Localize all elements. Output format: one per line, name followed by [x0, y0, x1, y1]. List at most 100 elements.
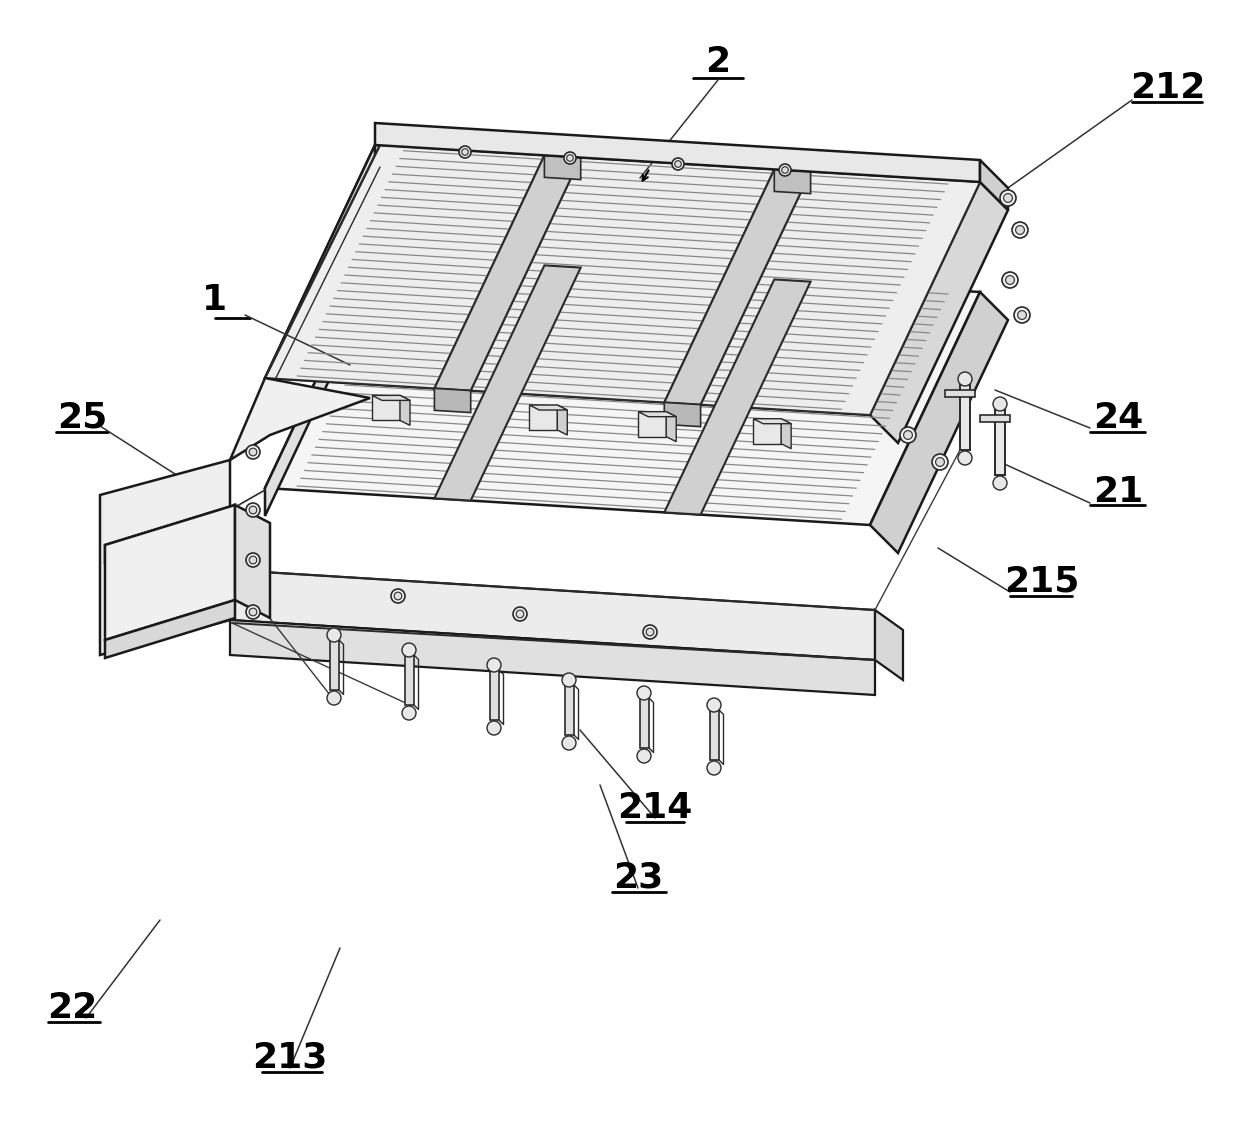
Circle shape	[644, 625, 657, 639]
Text: 1: 1	[202, 283, 228, 317]
Circle shape	[391, 589, 405, 604]
Polygon shape	[666, 411, 676, 441]
Circle shape	[672, 158, 684, 170]
Circle shape	[707, 698, 720, 712]
Polygon shape	[105, 505, 236, 563]
Polygon shape	[665, 402, 701, 426]
Polygon shape	[229, 620, 875, 695]
Text: 213: 213	[252, 1041, 327, 1076]
Polygon shape	[557, 405, 567, 435]
Polygon shape	[870, 182, 1008, 443]
Polygon shape	[994, 410, 1004, 475]
Polygon shape	[265, 255, 374, 515]
Circle shape	[675, 161, 681, 167]
Polygon shape	[875, 610, 903, 680]
Polygon shape	[529, 405, 557, 430]
Polygon shape	[639, 411, 666, 437]
Circle shape	[904, 431, 913, 439]
Text: 212: 212	[1131, 71, 1205, 105]
Polygon shape	[753, 418, 791, 424]
Polygon shape	[870, 291, 1008, 553]
Circle shape	[249, 608, 257, 616]
Polygon shape	[100, 459, 229, 655]
Polygon shape	[105, 505, 236, 640]
Circle shape	[1018, 311, 1027, 319]
Circle shape	[562, 736, 577, 750]
Polygon shape	[330, 640, 339, 690]
Circle shape	[516, 610, 523, 618]
Polygon shape	[980, 415, 1011, 422]
Polygon shape	[265, 255, 980, 525]
Polygon shape	[236, 505, 270, 618]
Circle shape	[487, 721, 501, 735]
Polygon shape	[401, 395, 410, 425]
Circle shape	[402, 706, 415, 720]
Polygon shape	[701, 171, 980, 415]
Polygon shape	[711, 710, 719, 760]
Polygon shape	[565, 685, 574, 735]
Circle shape	[567, 154, 573, 161]
Circle shape	[249, 557, 257, 563]
Circle shape	[564, 152, 577, 163]
Circle shape	[487, 658, 501, 672]
Polygon shape	[945, 390, 975, 397]
Text: 215: 215	[1004, 565, 1080, 599]
Polygon shape	[229, 570, 875, 660]
Polygon shape	[665, 169, 811, 405]
Polygon shape	[434, 389, 471, 413]
Circle shape	[1014, 307, 1030, 323]
Polygon shape	[753, 418, 781, 443]
Circle shape	[246, 605, 260, 620]
Polygon shape	[372, 395, 410, 400]
Polygon shape	[665, 279, 811, 514]
Circle shape	[246, 445, 260, 459]
Circle shape	[779, 163, 791, 176]
Circle shape	[993, 475, 1007, 490]
Circle shape	[959, 451, 972, 465]
Text: 25: 25	[57, 401, 107, 435]
Text: 22: 22	[47, 991, 97, 1025]
Circle shape	[1002, 272, 1018, 288]
Circle shape	[1016, 225, 1024, 234]
Polygon shape	[529, 405, 567, 410]
Polygon shape	[640, 698, 649, 748]
Circle shape	[249, 448, 257, 456]
Circle shape	[646, 629, 653, 636]
Polygon shape	[960, 385, 970, 450]
Circle shape	[637, 749, 651, 764]
Circle shape	[932, 454, 949, 470]
Polygon shape	[980, 160, 1008, 210]
Circle shape	[1006, 275, 1014, 285]
Circle shape	[246, 503, 260, 517]
Circle shape	[461, 149, 469, 155]
Circle shape	[562, 673, 577, 687]
Text: 21: 21	[1092, 475, 1143, 509]
Circle shape	[993, 397, 1007, 411]
Circle shape	[513, 607, 527, 621]
Polygon shape	[374, 123, 980, 182]
Circle shape	[900, 427, 916, 443]
Circle shape	[936, 457, 945, 466]
Circle shape	[402, 644, 415, 657]
Polygon shape	[434, 155, 580, 391]
Text: 24: 24	[1092, 401, 1143, 435]
Polygon shape	[490, 670, 498, 720]
Polygon shape	[265, 145, 544, 389]
Polygon shape	[471, 158, 774, 402]
Circle shape	[459, 146, 471, 158]
Text: 23: 23	[613, 861, 663, 895]
Circle shape	[249, 506, 257, 514]
Polygon shape	[781, 418, 791, 449]
Polygon shape	[229, 378, 370, 459]
Polygon shape	[265, 145, 374, 406]
Polygon shape	[639, 411, 676, 417]
Polygon shape	[544, 155, 580, 179]
Polygon shape	[774, 169, 811, 193]
Circle shape	[327, 628, 341, 642]
Circle shape	[394, 592, 402, 600]
Polygon shape	[265, 145, 980, 415]
Circle shape	[1012, 222, 1028, 238]
Circle shape	[637, 686, 651, 700]
Polygon shape	[372, 395, 401, 421]
Circle shape	[707, 761, 720, 775]
